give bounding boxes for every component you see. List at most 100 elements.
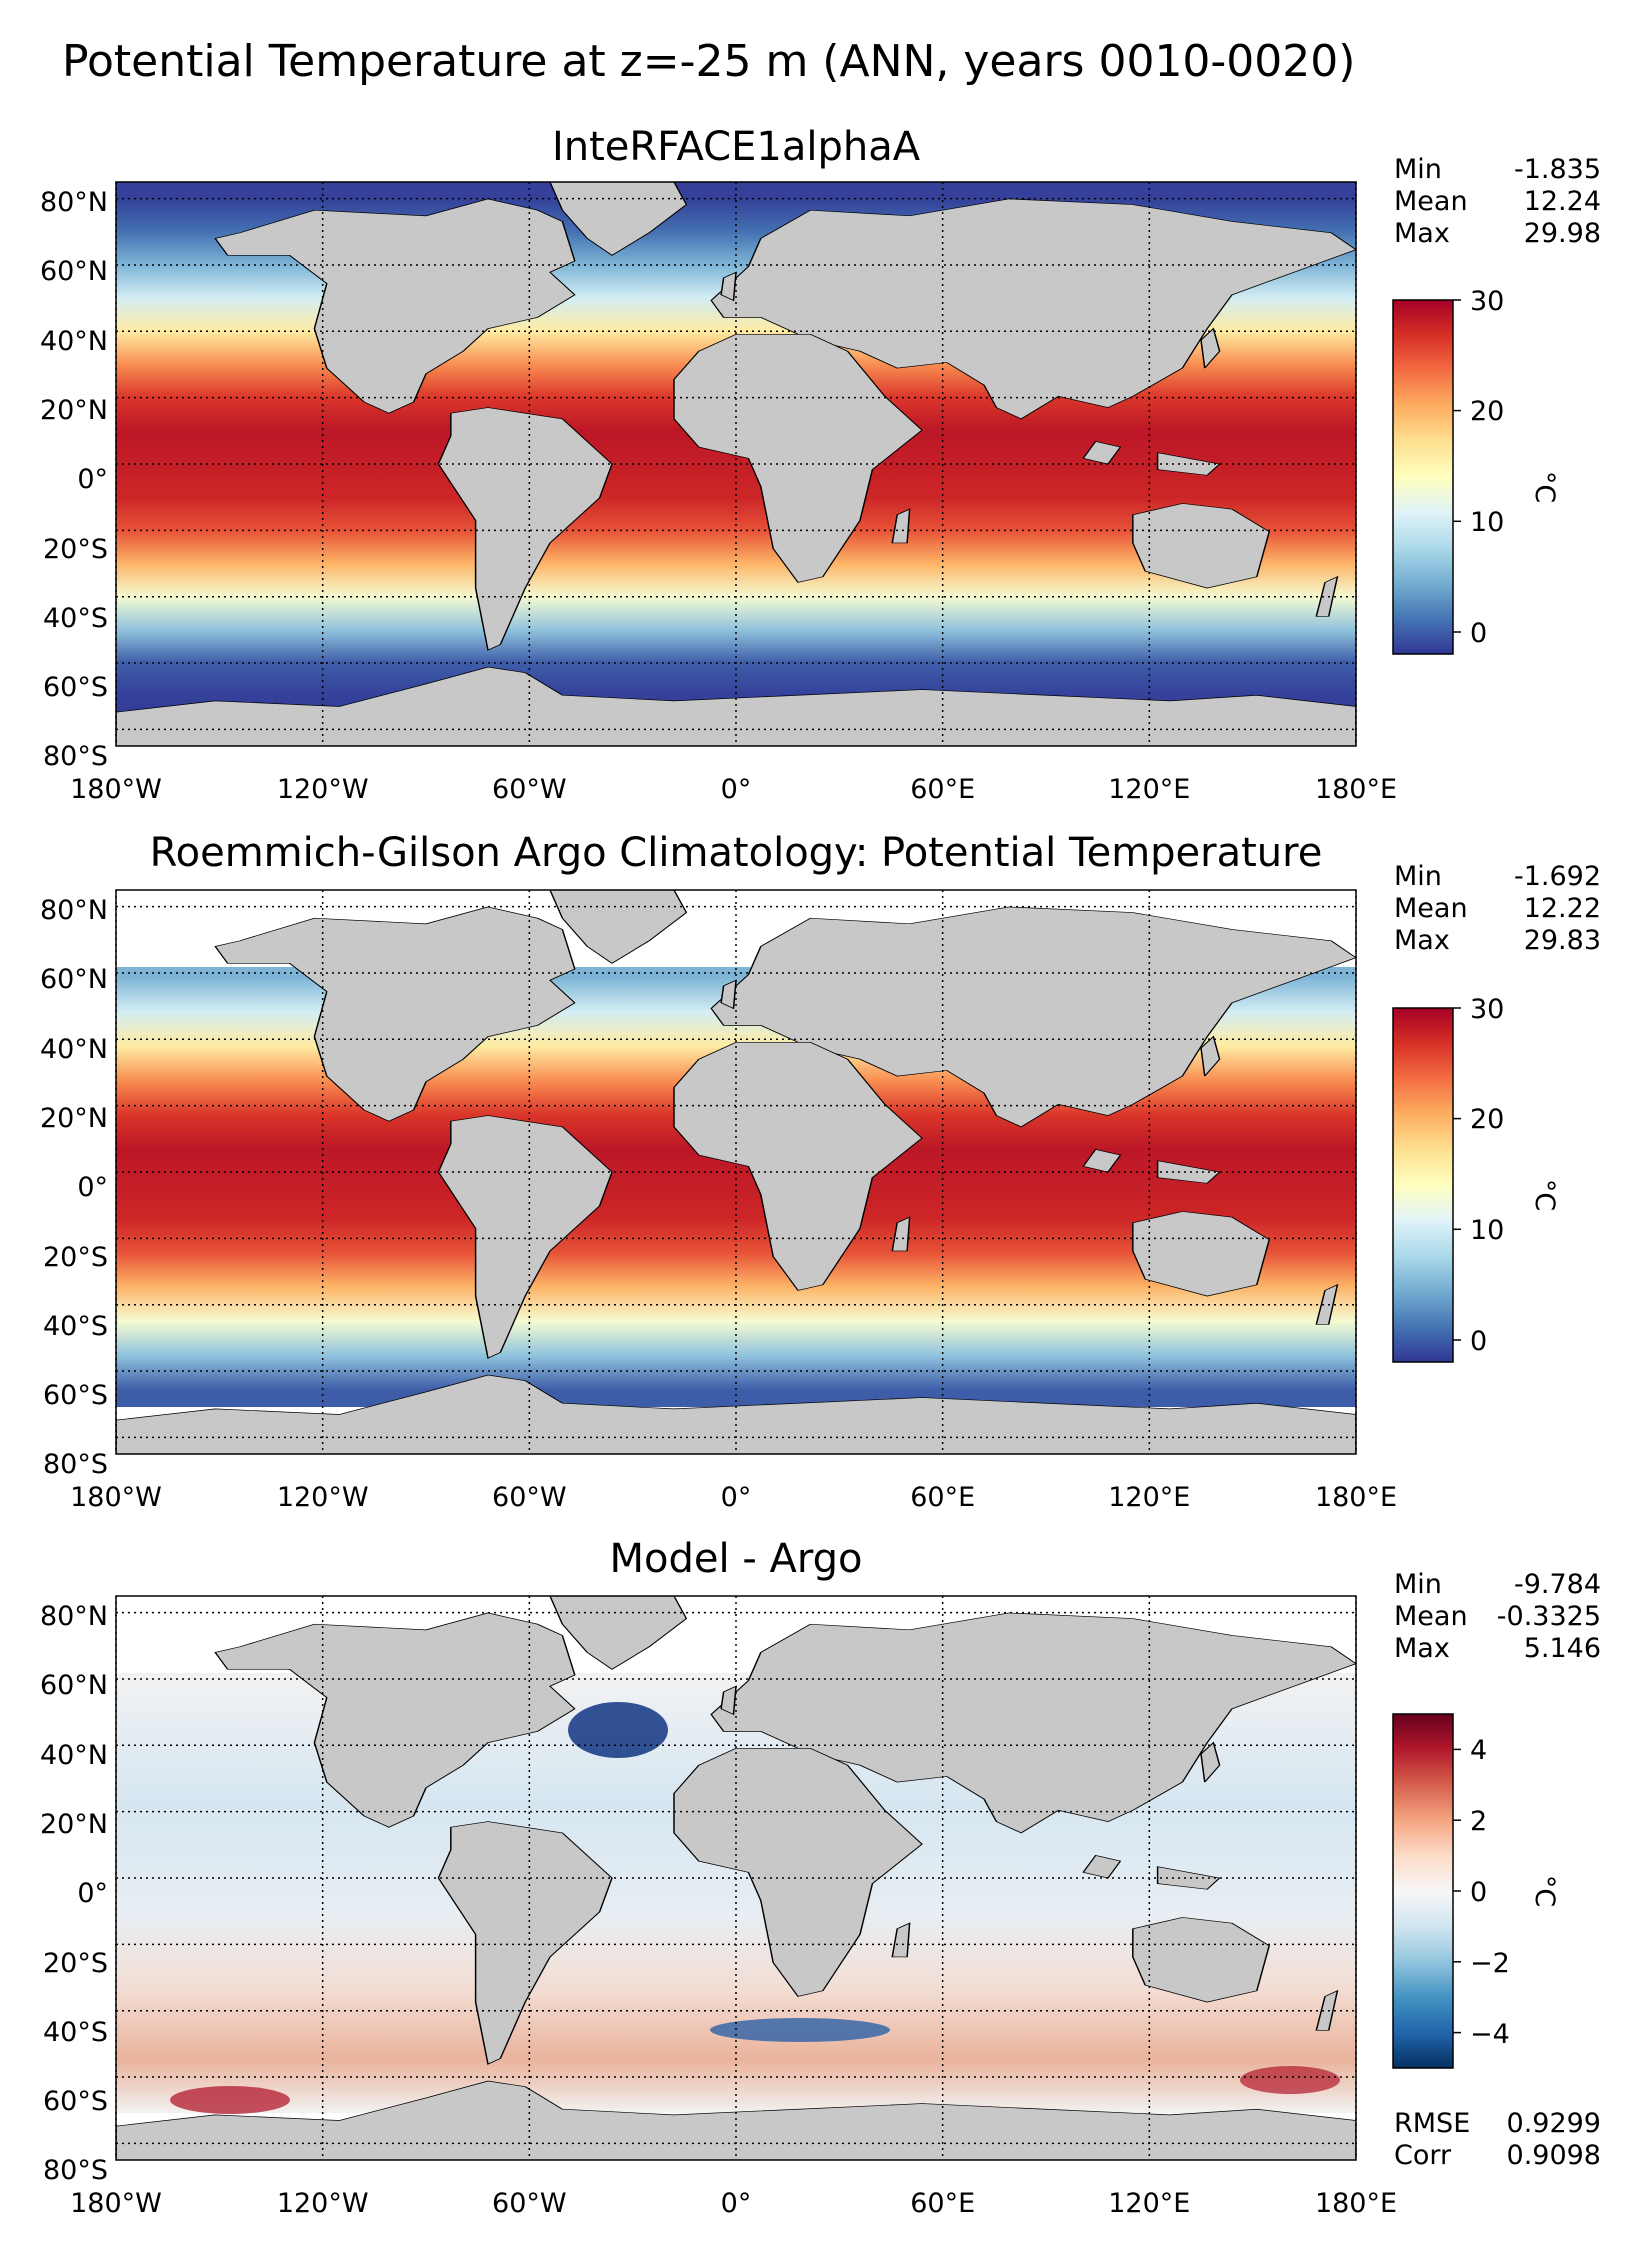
lon-tick-label: 60°W bbox=[492, 2188, 567, 2219]
stat-label-rmse: RMSE bbox=[1394, 2108, 1470, 2139]
lon-tick-label: 180°W bbox=[70, 774, 162, 805]
lat-tick-label: 40°N bbox=[40, 1034, 108, 1065]
colorbar-tick-label: 30 bbox=[1470, 286, 1504, 317]
colorbar-ramp bbox=[1392, 1007, 1454, 1363]
panel-model: InteRFACE1alphaA 80°N 60°N 40°N 20°N 0° … bbox=[40, 124, 1601, 805]
lon-tick-label: 180°W bbox=[70, 1482, 162, 1513]
colorbar: 30 20 10 0 °C bbox=[1392, 994, 1560, 1363]
colorbar-tick-label: 0 bbox=[1470, 1326, 1487, 1357]
colorbar-tick-label: 0 bbox=[1470, 1877, 1487, 1908]
warm-anomaly bbox=[1240, 2066, 1340, 2094]
lat-tick-label: 40°S bbox=[43, 603, 108, 634]
colorbar-tick-label: 20 bbox=[1470, 396, 1504, 427]
lat-tick-label: 0° bbox=[77, 1172, 108, 1203]
lat-tick-label: 20°N bbox=[40, 395, 108, 426]
lon-tick-label: 120°W bbox=[277, 774, 369, 805]
lon-tick-label: 180°W bbox=[70, 2188, 162, 2219]
stats-box: Min -1.835 Mean 12.24 Max 29.98 bbox=[1394, 154, 1601, 249]
lon-tick-label: 120°W bbox=[277, 1482, 369, 1513]
lat-tick-label: 20°S bbox=[43, 534, 108, 565]
stat-label-max: Max bbox=[1394, 218, 1450, 249]
lat-tick-labels: 80°N 60°N 40°N 20°N 0° 20°S 40°S 60°S 80… bbox=[40, 187, 108, 772]
cold-anomaly bbox=[710, 2018, 890, 2042]
lat-tick-label: 80°N bbox=[40, 187, 108, 218]
lat-tick-label: 60°N bbox=[40, 256, 108, 287]
stats-box: Min -9.784 Mean -0.3325 Max 5.146 bbox=[1394, 1569, 1601, 1664]
colorbar-unit: °C bbox=[1529, 1179, 1560, 1211]
lon-tick-labels: 180°W 120°W 60°W 0° 60°E 120°E 180°E bbox=[70, 774, 1397, 805]
lat-tick-label: 80°N bbox=[40, 1601, 108, 1632]
map-frame bbox=[115, 889, 1357, 1455]
stat-label-max: Max bbox=[1394, 1633, 1450, 1664]
stat-value-max: 29.98 bbox=[1524, 218, 1601, 249]
colorbar-tick-label: 10 bbox=[1470, 1215, 1504, 1246]
lon-tick-label: 120°E bbox=[1108, 2188, 1190, 2219]
lat-tick-label: 40°S bbox=[43, 2017, 108, 2048]
lon-tick-label: 0° bbox=[721, 774, 752, 805]
colorbar-tick-label: 0 bbox=[1470, 618, 1487, 649]
stat-value-min: -9.784 bbox=[1514, 1569, 1601, 1600]
panel-title: Roemmich-Gilson Argo Climatology: Potent… bbox=[150, 830, 1323, 876]
figure-title: Potential Temperature at z=-25 m (ANN, y… bbox=[62, 36, 1355, 87]
lat-tick-label: 20°S bbox=[43, 1242, 108, 1273]
colorbar-ramp bbox=[1392, 299, 1454, 655]
lon-tick-label: 0° bbox=[721, 2188, 752, 2219]
panel-difference: Model - Argo 80°N 60°N 40°N 20°N 0° 20°S… bbox=[40, 1536, 1601, 2219]
stat-value-min: -1.835 bbox=[1514, 154, 1601, 185]
stat-label-max: Max bbox=[1394, 925, 1450, 956]
lon-tick-label: 60°E bbox=[910, 1482, 975, 1513]
stat-label-mean: Mean bbox=[1394, 186, 1468, 217]
cold-anomaly bbox=[568, 1702, 668, 1758]
lat-tick-label: 60°S bbox=[43, 672, 108, 703]
stat-value-corr: 0.9098 bbox=[1507, 2140, 1601, 2171]
lat-tick-label: 60°S bbox=[43, 1380, 108, 1411]
colorbar: 4 2 0 −2 −4 °C bbox=[1392, 1713, 1560, 2069]
warm-anomaly bbox=[170, 2086, 290, 2114]
stat-label-min: Min bbox=[1394, 154, 1442, 185]
lon-tick-label: 0° bbox=[721, 1482, 752, 1513]
lat-tick-label: 60°N bbox=[40, 1670, 108, 1701]
lat-tick-label: 40°N bbox=[40, 326, 108, 357]
stat-label-corr: Corr bbox=[1394, 2140, 1452, 2171]
lat-tick-label: 80°N bbox=[40, 895, 108, 926]
gridlines bbox=[115, 182, 1357, 746]
lon-tick-label: 180°E bbox=[1315, 2188, 1397, 2219]
colorbar-unit: °C bbox=[1529, 471, 1560, 503]
colorbar-tick-label: 30 bbox=[1470, 994, 1504, 1025]
map-frame bbox=[115, 181, 1357, 747]
lat-tick-label: 20°N bbox=[40, 1809, 108, 1840]
lat-tick-label: 0° bbox=[77, 464, 108, 495]
stat-value-min: -1.692 bbox=[1514, 861, 1601, 892]
lat-tick-label: 0° bbox=[77, 1878, 108, 1909]
lat-tick-label: 40°S bbox=[43, 1311, 108, 1342]
colorbar-unit: °C bbox=[1529, 1875, 1560, 1907]
colorbar-tick-label: −4 bbox=[1470, 2019, 1510, 2050]
stat-value-mean: 12.24 bbox=[1524, 186, 1601, 217]
colorbar-tick-label: 20 bbox=[1470, 1104, 1504, 1135]
lat-tick-label: 80°S bbox=[43, 2155, 108, 2186]
lat-tick-labels: 80°N 60°N 40°N 20°N 0° 20°S 40°S 60°S 80… bbox=[40, 1601, 108, 2186]
colorbar-ramp bbox=[1392, 1713, 1454, 2069]
stat-label-min: Min bbox=[1394, 1569, 1442, 1600]
lon-tick-label: 60°W bbox=[492, 1482, 567, 1513]
lon-tick-label: 180°E bbox=[1315, 774, 1397, 805]
lat-tick-label: 80°S bbox=[43, 1449, 108, 1480]
stat-value-max: 29.83 bbox=[1524, 925, 1601, 956]
lon-tick-label: 60°E bbox=[910, 774, 975, 805]
panel-observations: Roemmich-Gilson Argo Climatology: Potent… bbox=[40, 830, 1601, 1513]
lon-tick-label: 120°E bbox=[1108, 1482, 1190, 1513]
stats-box: Min -1.692 Mean 12.22 Max 29.83 bbox=[1394, 861, 1601, 956]
colorbar-tick-label: −2 bbox=[1470, 1948, 1510, 1979]
lat-tick-label: 60°S bbox=[43, 2086, 108, 2117]
gridlines bbox=[115, 1596, 1357, 2160]
colorbar: 30 20 10 0 °C bbox=[1392, 286, 1560, 655]
lon-tick-label: 60°W bbox=[492, 774, 567, 805]
stat-value-mean: 12.22 bbox=[1524, 893, 1601, 924]
lon-tick-label: 60°E bbox=[910, 2188, 975, 2219]
stat-label-mean: Mean bbox=[1394, 893, 1468, 924]
colorbar-tick-label: 2 bbox=[1470, 1806, 1487, 1837]
panel-title: Model - Argo bbox=[610, 1536, 863, 1582]
stat-value-rmse: 0.9299 bbox=[1507, 2108, 1601, 2139]
lon-tick-labels: 180°W 120°W 60°W 0° 60°E 120°E 180°E bbox=[70, 2188, 1397, 2219]
